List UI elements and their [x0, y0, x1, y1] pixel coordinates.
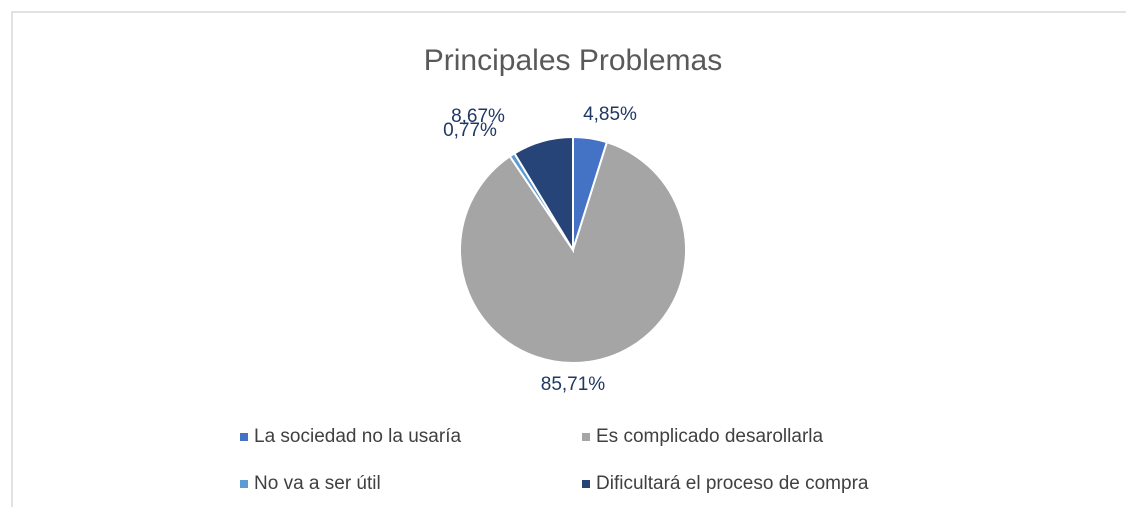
data-label: 4,85% [583, 104, 637, 125]
data-label: 0,77% [443, 120, 497, 141]
legend-label: Dificultará el proceso de compra [596, 473, 869, 494]
legend-swatch [240, 433, 248, 441]
legend-label: Es complicado desarollarla [596, 426, 823, 447]
chart-title: Principales Problemas [424, 44, 722, 77]
chart-border [11, 11, 1126, 507]
legend-label: No va a ser útil [254, 473, 381, 494]
pie-slice [459, 140, 687, 364]
legend-label: La sociedad no la usaría [254, 426, 461, 447]
legend-swatch [582, 433, 590, 441]
legend-swatch [582, 480, 590, 488]
legend-swatch [240, 480, 248, 488]
data-label: 8,67% [451, 106, 505, 127]
pie-slice [513, 135, 574, 254]
data-label: 85,71% [541, 374, 606, 395]
